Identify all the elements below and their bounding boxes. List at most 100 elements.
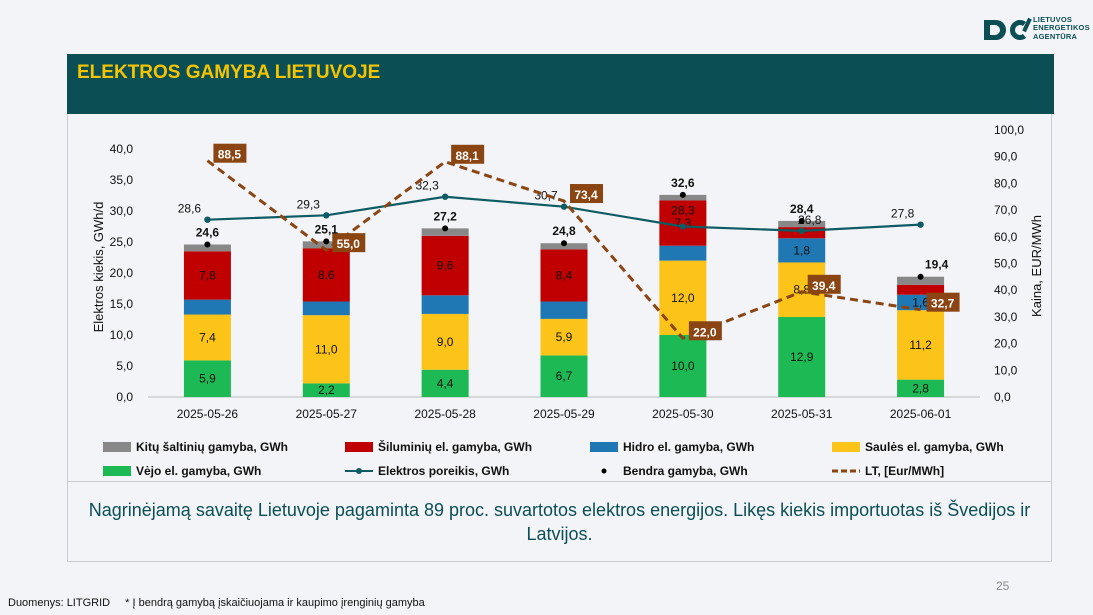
bar-wind xyxy=(897,379,945,397)
x-tick-label: 2025-06-01 xyxy=(890,407,952,421)
legend-swatch-wind xyxy=(103,466,131,476)
y-tick-label: 40,0 xyxy=(110,142,134,156)
title-bar: ELEKTROS GAMYBA LIETUVOJE xyxy=(67,54,1054,114)
total-point xyxy=(442,225,449,232)
y2-tick-label: 20,0 xyxy=(994,337,1018,351)
price-label: 22,0 xyxy=(693,325,717,339)
bar-thermal xyxy=(183,251,231,300)
lea-logo xyxy=(984,17,1032,40)
legend-swatch-total xyxy=(601,468,607,474)
bar-wind xyxy=(421,369,469,397)
total-label: 27,2 xyxy=(433,209,457,223)
price-line xyxy=(206,159,921,341)
bar-hydro xyxy=(659,245,707,261)
y2-tick-label: 90,0 xyxy=(994,150,1018,164)
y-tick-label: 10,0 xyxy=(110,328,134,342)
bar-value-label: 8,6 xyxy=(318,268,335,282)
demand-point xyxy=(441,193,449,200)
y-tick-label: 35,0 xyxy=(110,173,134,187)
bar-other xyxy=(183,244,231,252)
bar-wind xyxy=(659,335,707,397)
demand-label: 29,3 xyxy=(297,197,321,211)
total-point xyxy=(323,238,330,245)
price-label-box xyxy=(570,184,603,204)
bar-other xyxy=(302,241,350,249)
price-label-box xyxy=(688,321,722,341)
demand-label: 26,8 xyxy=(798,213,822,227)
legend-swatch-hydro xyxy=(590,442,618,452)
x-tick-label: 2025-05-27 xyxy=(296,407,358,421)
bar-value-label: 2,2 xyxy=(318,383,335,397)
logo-line-2: ENERGETIKOS xyxy=(1033,23,1090,33)
x-tick-label: 2025-05-26 xyxy=(177,407,239,421)
price-label: 32,7 xyxy=(931,297,955,311)
demand-point xyxy=(560,203,568,210)
bar-value-label: 12,0 xyxy=(671,291,695,305)
x-tick-label: 2025-05-29 xyxy=(533,407,595,421)
bar-thermal xyxy=(421,235,469,296)
bar-value-label: 7,4 xyxy=(199,330,216,344)
logo-line-1: LIETUVOS xyxy=(1033,15,1073,24)
total-label: 24,6 xyxy=(196,225,220,239)
bar-thermal xyxy=(540,249,588,302)
total-label: 32,6 xyxy=(671,176,695,190)
y2-tick-label: 0,0 xyxy=(994,390,1011,404)
bar-thermal xyxy=(897,284,945,295)
bar-solar xyxy=(540,318,588,356)
x-tick-label: 2025-05-30 xyxy=(652,407,714,421)
bar-solar xyxy=(302,315,350,384)
bar-solar xyxy=(421,313,469,370)
bar-other xyxy=(540,243,588,250)
bar-value-label: 11,0 xyxy=(315,342,338,356)
y-tick-label: 30,0 xyxy=(110,204,134,218)
logo-line-3: AGENTŪRA xyxy=(1033,31,1078,41)
energy-chart: 0,0 5,0 10,0 15,0 20,0 25,0 30,0 35,0 40,0 0,0 10,… xyxy=(91,123,1044,478)
summary-note: Nagrinėjamą savaitę Lietuvoje pagaminta … xyxy=(67,481,1052,562)
y-tick-label: 0,0 xyxy=(116,390,133,404)
y2-tick-label: 100,0 xyxy=(994,123,1024,137)
bar-other xyxy=(421,228,469,236)
page-title: ELEKTROS GAMYBA LIETUVOJE xyxy=(77,62,381,83)
demand-point xyxy=(204,216,211,223)
y-tick-label: 5,0 xyxy=(116,359,133,373)
demand-point xyxy=(917,221,924,228)
y-tick-label: 15,0 xyxy=(110,297,134,311)
bar-extra-label: 28,3 xyxy=(671,203,695,217)
demand-label: 27,8 xyxy=(891,207,915,221)
bar-value-label: 10,0 xyxy=(671,359,695,373)
legend-label: LT, [Eur/MWh] xyxy=(865,464,944,478)
y2-tick-label: 50,0 xyxy=(994,257,1018,271)
price-label-box xyxy=(332,233,366,253)
footer-source: Duomenys: LITGRID xyxy=(8,597,111,609)
bar-solar xyxy=(897,310,945,380)
price-label: 39,4 xyxy=(812,279,836,293)
demand-point xyxy=(679,223,687,230)
total-label: 28,4 xyxy=(790,202,814,216)
x-tick-label: 2025-05-31 xyxy=(771,407,833,421)
y-tick-label: 20,0 xyxy=(110,266,134,280)
x-tick-label: 2025-05-28 xyxy=(414,407,476,421)
bar-value-label: 12,9 xyxy=(790,350,814,364)
bar-value-label: 11,2 xyxy=(909,338,932,352)
price-label-box xyxy=(926,292,960,312)
bar-wind xyxy=(540,355,588,397)
bar-value-label: 7,8 xyxy=(199,268,216,282)
legend-label: Elektros poreikis, GWh xyxy=(378,464,509,478)
bar-hydro xyxy=(183,299,231,315)
bar-value-label: 2,8 xyxy=(912,381,929,395)
demand-point xyxy=(798,227,805,235)
demand-label: 32,3 xyxy=(415,179,439,193)
price-label: 73,4 xyxy=(574,188,598,202)
y2-tick-label: 40,0 xyxy=(994,283,1018,297)
total-label: 19,4 xyxy=(925,258,949,272)
price-label: 88,5 xyxy=(218,148,242,162)
demand-point xyxy=(323,212,330,219)
footer-footnote: * Į bendrą gamybą įskaičiuojama ir kaupi… xyxy=(125,597,425,609)
bar-value-label: 6,7 xyxy=(556,369,573,383)
total-point xyxy=(798,217,805,224)
bar-value-label: 8,4 xyxy=(556,268,573,282)
bar-thermal xyxy=(302,248,350,302)
legend-swatch-demand-dot xyxy=(356,468,362,474)
legend-label: Šiluminių el. gamyba, GWh xyxy=(378,439,532,454)
total-point xyxy=(917,273,924,280)
